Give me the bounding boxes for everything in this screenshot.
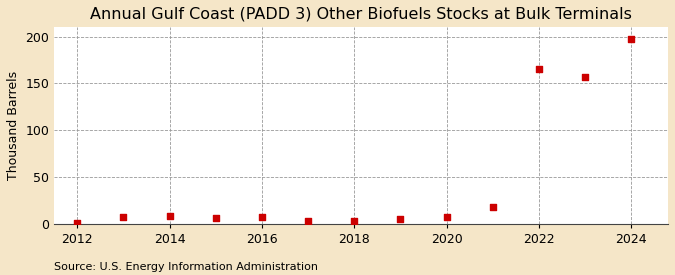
- Point: [395, 217, 406, 222]
- Title: Annual Gulf Coast (PADD 3) Other Biofuels Stocks at Bulk Terminals: Annual Gulf Coast (PADD 3) Other Biofuel…: [90, 7, 632, 22]
- Y-axis label: Thousand Barrels: Thousand Barrels: [7, 71, 20, 180]
- Point: [164, 213, 175, 218]
- Point: [349, 219, 360, 223]
- Point: [580, 75, 591, 79]
- Point: [626, 36, 637, 41]
- Point: [487, 205, 498, 209]
- Text: Source: U.S. Energy Information Administration: Source: U.S. Energy Information Administ…: [54, 262, 318, 272]
- Point: [72, 221, 83, 225]
- Point: [441, 215, 452, 220]
- Point: [211, 216, 221, 221]
- Point: [533, 66, 544, 71]
- Point: [256, 214, 267, 219]
- Point: [118, 214, 129, 219]
- Point: [302, 219, 313, 223]
